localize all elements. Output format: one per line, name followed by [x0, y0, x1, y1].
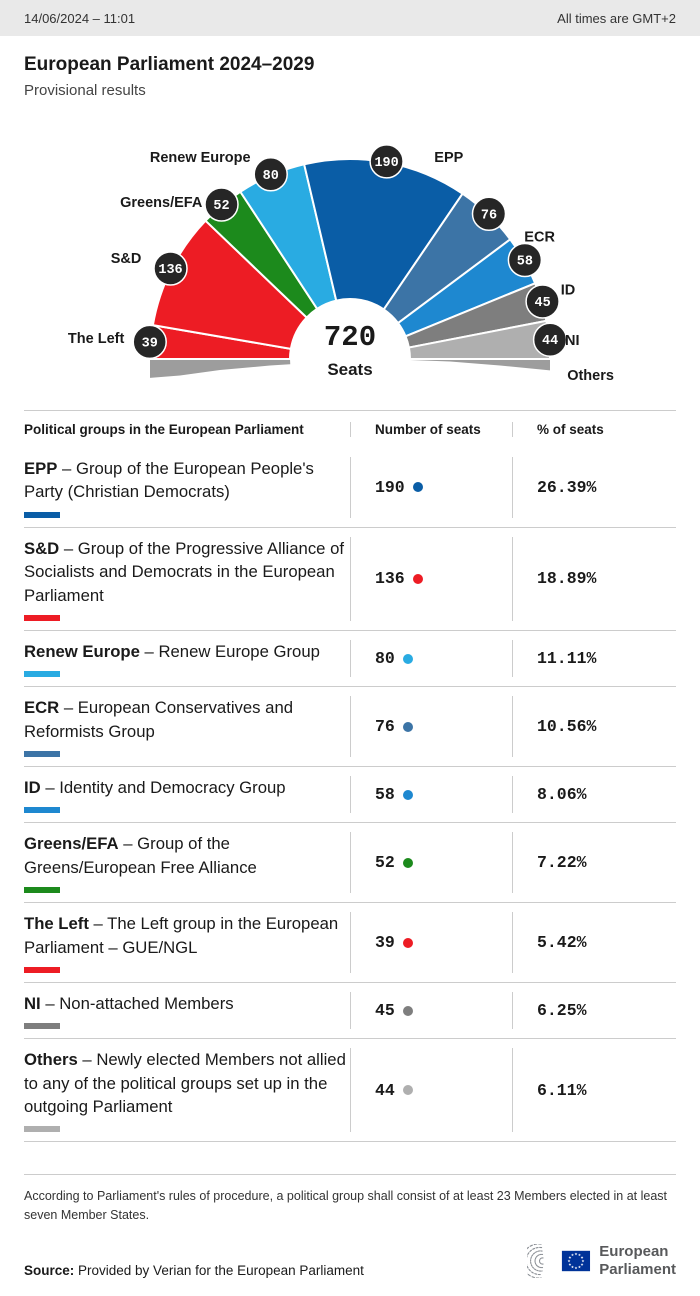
svg-text:720: 720 [324, 321, 376, 354]
svg-text:Greens/EFA: Greens/EFA [120, 195, 203, 211]
svg-text:S&D: S&D [111, 251, 142, 267]
svg-text:136: 136 [158, 263, 182, 278]
svg-text:Seats: Seats [327, 360, 372, 379]
svg-text:58: 58 [517, 255, 533, 270]
svg-text:EPP: EPP [434, 150, 463, 166]
svg-text:Others: Others [567, 368, 614, 384]
svg-text:ECR: ECR [524, 229, 555, 245]
svg-text:The Left: The Left [68, 331, 125, 347]
svg-text:190: 190 [374, 156, 398, 171]
svg-text:76: 76 [481, 208, 497, 223]
svg-text:52: 52 [213, 199, 229, 214]
svg-text:39: 39 [142, 336, 158, 351]
svg-text:NI: NI [565, 333, 580, 349]
svg-text:Renew Europe: Renew Europe [150, 150, 251, 166]
svg-text:45: 45 [534, 296, 550, 311]
svg-text:ID: ID [561, 282, 576, 298]
svg-text:80: 80 [263, 169, 279, 184]
svg-text:44: 44 [542, 334, 558, 349]
